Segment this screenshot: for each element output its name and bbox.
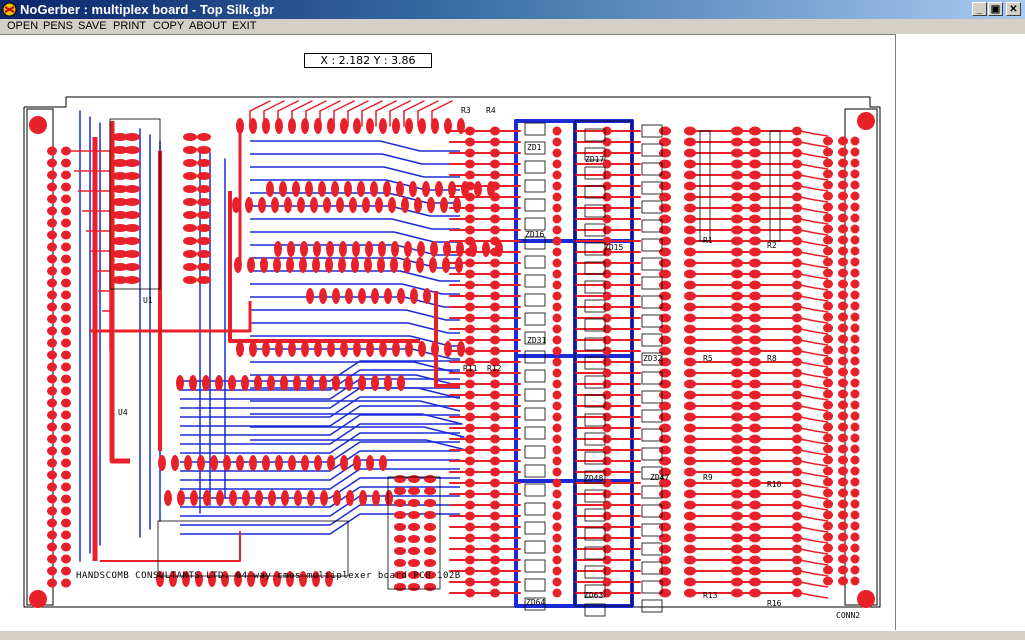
label-r8: R8: [767, 354, 777, 363]
label-r10: R10: [767, 480, 782, 489]
label-r9: R9: [703, 473, 713, 482]
label-zd47: ZD47: [650, 473, 670, 482]
label-r4: R4: [486, 106, 496, 115]
app-icon: [2, 2, 17, 17]
label-u4: U4: [118, 408, 128, 417]
minimize-button[interactable]: _: [972, 2, 987, 16]
menu-about[interactable]: ABOUT: [189, 20, 227, 32]
label-r5: R5: [703, 354, 713, 363]
label-u1: U1: [143, 296, 153, 305]
menu-bar: OPEN PENS SAVE PRINT COPY ABOUT EXIT: [0, 19, 1025, 34]
menu-save[interactable]: SAVE: [78, 20, 107, 32]
maximize-button[interactable]: ▣: [988, 2, 1003, 16]
label-conn2: CONN2: [836, 611, 861, 620]
label-r11: R11: [463, 364, 478, 373]
label-zd48: ZD48: [584, 474, 604, 483]
label-r1: R1: [703, 236, 713, 245]
menu-exit[interactable]: EXIT: [232, 20, 257, 32]
label-zd63: ZD63: [584, 591, 604, 600]
menu-copy[interactable]: COPY: [153, 20, 185, 32]
label-r2: R2: [767, 241, 777, 250]
board-footer-text: HANDSCOMB CONSULTANTS LTD. 64 way cmos m…: [76, 571, 461, 581]
menu-print[interactable]: PRINT: [113, 20, 146, 32]
menu-open[interactable]: OPEN: [7, 20, 39, 32]
label-r16: R16: [767, 599, 782, 608]
label-zd32: ZD32: [643, 354, 663, 363]
label-r12: R12: [487, 364, 502, 373]
gerber-canvas[interactable]: [0, 34, 895, 631]
status-bar: [0, 630, 1025, 640]
label-zd17: ZD17: [585, 155, 605, 164]
label-zd1: ZD1: [527, 143, 542, 152]
pcb-artwork: [23, 96, 881, 617]
label-zd31: ZD31: [527, 336, 547, 345]
label-zd64: ZD64: [526, 598, 546, 607]
label-r3: R3: [461, 106, 471, 115]
label-zd15: ZD15: [604, 243, 624, 252]
title-bar: NoGerber : multiplex board - Top Silk.gb…: [0, 0, 1025, 19]
close-button[interactable]: ✕: [1006, 2, 1021, 16]
window-title: NoGerber : multiplex board - Top Silk.gb…: [20, 2, 275, 17]
menu-pens[interactable]: PENS: [43, 20, 73, 32]
side-panel: [895, 34, 1025, 630]
label-zd16: ZD16: [525, 230, 545, 239]
cursor-coordinates: X : 2.182 Y : 3.86: [304, 53, 432, 68]
label-r13: R13: [703, 591, 718, 600]
